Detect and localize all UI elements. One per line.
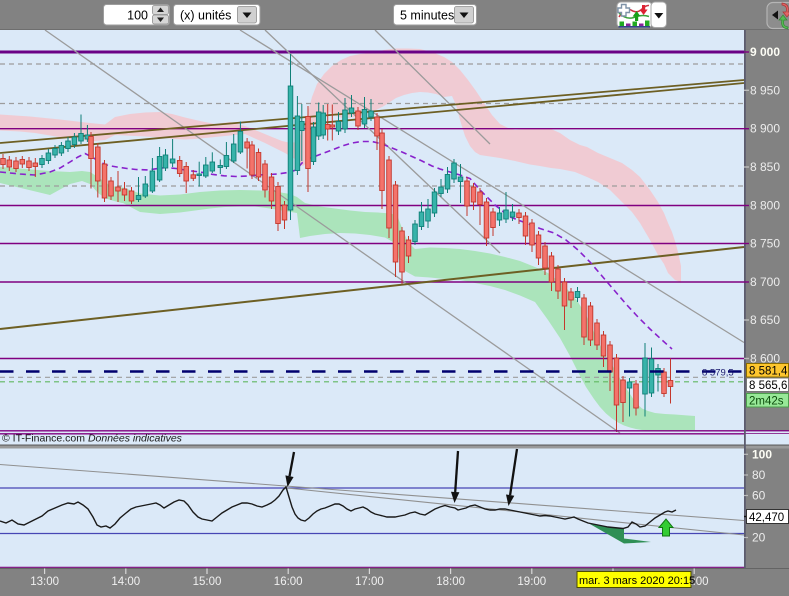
svg-text:8 600: 8 600: [750, 352, 780, 366]
svg-text:8 800: 8 800: [750, 199, 780, 213]
svg-text:20: 20: [752, 531, 766, 545]
svg-text:5 minutes: 5 minutes: [400, 9, 454, 23]
svg-text:2m42s: 2m42s: [749, 396, 784, 408]
svg-text:19:00: 19:00: [517, 576, 546, 588]
svg-text:18:00: 18:00: [436, 576, 465, 588]
svg-text:15:00: 15:00: [193, 576, 222, 588]
svg-text:13:00: 13:00: [30, 576, 59, 588]
svg-text:100: 100: [752, 447, 772, 461]
svg-text:60: 60: [752, 489, 766, 503]
svg-text:42,470: 42,470: [749, 512, 784, 524]
svg-text:8 950: 8 950: [750, 83, 780, 97]
svg-text:8 650: 8 650: [750, 313, 780, 327]
svg-text:9 000: 9 000: [750, 45, 780, 59]
svg-text:(x) unités: (x) unités: [180, 9, 231, 23]
svg-text:16:00: 16:00: [274, 576, 303, 588]
svg-text:8 850: 8 850: [750, 160, 780, 174]
svg-text:8 579,5: 8 579,5: [702, 368, 734, 379]
svg-text:8 700: 8 700: [750, 275, 780, 289]
svg-text:8 750: 8 750: [750, 237, 780, 251]
svg-text:© IT-Finance.com Données indic: © IT-Finance.com Données indicatives: [2, 433, 183, 445]
svg-text:mar. 3 mars 2020 20:15: mar. 3 mars 2020 20:15: [579, 575, 695, 587]
svg-text:14:00: 14:00: [111, 576, 140, 588]
svg-text:8 900: 8 900: [750, 122, 780, 136]
svg-text:8 581,4: 8 581,4: [749, 366, 788, 378]
svg-text:100: 100: [127, 9, 148, 23]
svg-text:80: 80: [752, 468, 766, 482]
svg-text:17:00: 17:00: [355, 576, 384, 588]
svg-text:8 565,6: 8 565,6: [749, 380, 787, 392]
